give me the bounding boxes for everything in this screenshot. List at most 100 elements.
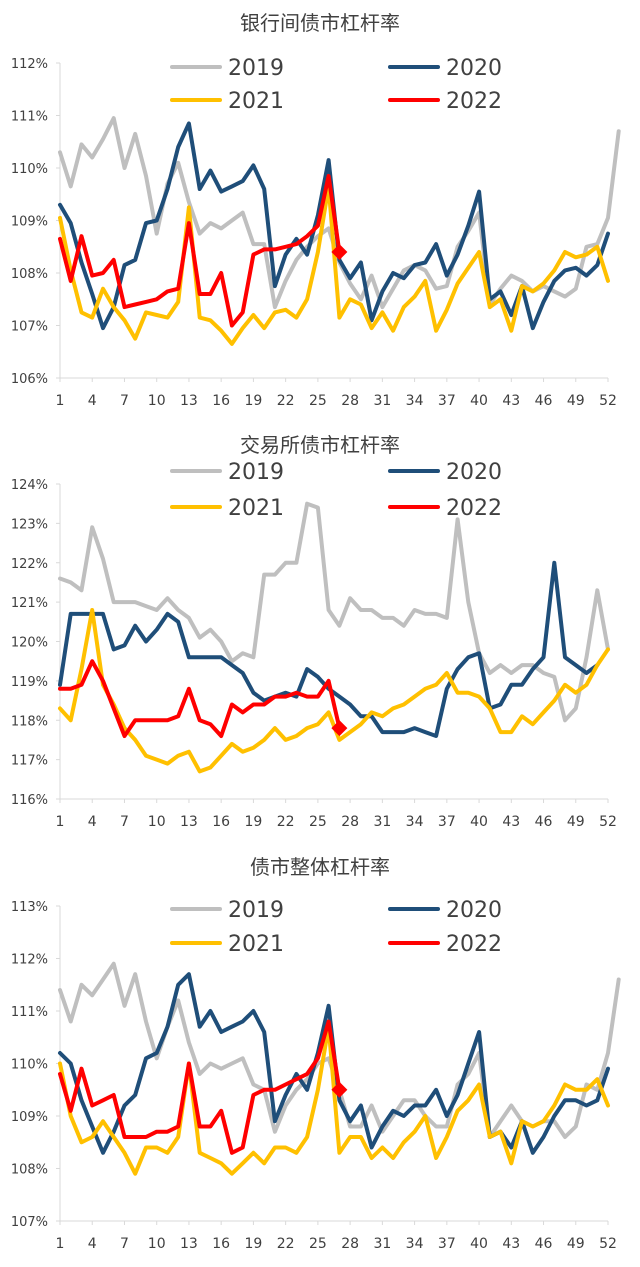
x-tick-label: 19 — [244, 1236, 262, 1252]
series-line-2020 — [58, 560, 600, 738]
legend-label-2021: 2021 — [228, 496, 284, 521]
x-tick-label: 7 — [120, 1236, 129, 1252]
y-tick-label: 109% — [11, 215, 48, 230]
x-tick-label: 13 — [180, 814, 198, 830]
legend-label-2021: 2021 — [228, 932, 284, 957]
x-tick-label: 40 — [470, 393, 488, 409]
x-tick-label: 16 — [212, 1236, 230, 1252]
y-tick-label: 108% — [11, 267, 48, 282]
y-tick-label: 120% — [11, 636, 48, 651]
y-tick-label: 110% — [11, 1058, 48, 1073]
x-tick-label: 22 — [277, 393, 295, 409]
latest-point-marker — [331, 720, 348, 737]
y-tick-label: 110% — [11, 162, 48, 177]
x-tick-label: 1 — [56, 1236, 65, 1252]
x-tick-label: 52 — [599, 1236, 617, 1252]
series-line-2019 — [58, 116, 621, 310]
chart-panel-2: 交易所债市杠杆率 116% 117% 118% 119% 120% 121% 122% 123%… — [11, 433, 617, 830]
chart-panel-3: 债市整体杠杆率 107% 108% 109% 110% 111% 112% 113% 1 4 7 10… — [11, 855, 621, 1252]
x-tick-label: 13 — [180, 1236, 198, 1252]
x-tick-label: 49 — [567, 814, 585, 830]
x-tick-label: 43 — [502, 814, 520, 830]
x-tick-label: 25 — [309, 393, 327, 409]
legend-label-2020: 2020 — [446, 460, 502, 485]
x-tick-label: 37 — [438, 1236, 456, 1252]
x-tick-label: 16 — [212, 393, 230, 409]
x-tick-label: 31 — [373, 814, 391, 830]
legend-label-2020: 2020 — [446, 898, 502, 923]
legend-label-2022: 2022 — [446, 496, 502, 521]
y-tick-label: 117% — [11, 754, 48, 769]
x-tick-label: 49 — [567, 393, 585, 409]
y-tick-label: 111% — [11, 110, 48, 125]
y-tick-label: 107% — [11, 320, 48, 335]
x-tick-label: 40 — [470, 1236, 488, 1252]
series-line-2019 — [58, 501, 610, 723]
y-tick-label: 113% — [11, 900, 48, 915]
x-tick-label: 10 — [148, 814, 166, 830]
x-tick-label: 25 — [309, 814, 327, 830]
x-tick-label: 16 — [212, 814, 230, 830]
series-line-2022 — [58, 173, 342, 328]
latest-point-marker — [331, 244, 348, 260]
x-tick-label: 31 — [373, 393, 391, 409]
x-tick-label: 13 — [180, 393, 198, 409]
y-tick-label: 123% — [11, 517, 48, 532]
chart-panel-1: 银行间债市杠杆率 106% 107% 108% 109% 110% 111% 112% 1 4 7 1… — [11, 11, 621, 409]
x-tick-label: 34 — [406, 393, 424, 409]
x-tick-label: 46 — [535, 1236, 553, 1252]
legend-label-2022: 2022 — [446, 89, 502, 114]
chart-title: 银行间债市杠杆率 — [240, 11, 400, 35]
series-line-2022 — [58, 1019, 342, 1155]
legend-label-2022: 2022 — [446, 932, 502, 957]
y-tick-label: 118% — [11, 714, 48, 729]
x-tick-label: 46 — [535, 393, 553, 409]
y-tick-label: 108% — [11, 1163, 48, 1178]
x-tick-label: 43 — [502, 1236, 520, 1252]
series-line-2019 — [58, 961, 621, 1139]
chart-title: 债市整体杠杆率 — [250, 855, 390, 879]
x-tick-label: 19 — [244, 393, 262, 409]
x-tick-label: 28 — [341, 393, 359, 409]
x-tick-label: 4 — [88, 1236, 97, 1252]
y-tick-label: 122% — [11, 557, 48, 572]
y-tick-label: 106% — [11, 372, 48, 387]
x-tick-label: 7 — [120, 393, 129, 409]
x-tick-label: 34 — [406, 1236, 424, 1252]
x-tick-label: 22 — [277, 1236, 295, 1252]
x-tick-label: 43 — [502, 393, 520, 409]
latest-point-marker — [331, 1081, 348, 1098]
chart-title: 交易所债市杠杆率 — [240, 433, 400, 457]
x-tick-label: 37 — [438, 393, 456, 409]
legend-label-2021: 2021 — [228, 89, 284, 114]
x-tick-label: 52 — [599, 814, 617, 830]
x-tick-label: 10 — [148, 1236, 166, 1252]
x-tick-label: 25 — [309, 1236, 327, 1252]
x-tick-label: 40 — [470, 814, 488, 830]
x-tick-label: 4 — [88, 393, 97, 409]
x-tick-label: 46 — [535, 814, 553, 830]
x-tick-label: 10 — [148, 393, 166, 409]
x-tick-label: 28 — [341, 1236, 359, 1252]
x-tick-label: 1 — [56, 393, 65, 409]
x-tick-label: 4 — [88, 814, 97, 830]
x-tick-label: 19 — [244, 814, 262, 830]
x-tick-label: 22 — [277, 814, 295, 830]
y-tick-label: 112% — [11, 953, 48, 968]
series-line-2022 — [58, 659, 342, 738]
y-tick-label: 112% — [11, 57, 48, 72]
legend-label-2020: 2020 — [446, 56, 502, 81]
legend-label-2019: 2019 — [228, 898, 284, 923]
x-tick-label: 37 — [438, 814, 456, 830]
x-tick-label: 1 — [56, 814, 65, 830]
y-tick-label: 119% — [11, 675, 48, 690]
x-tick-label: 49 — [567, 1236, 585, 1252]
y-tick-label: 111% — [11, 1005, 48, 1020]
y-tick-label: 124% — [11, 478, 48, 493]
x-tick-label: 52 — [599, 393, 617, 409]
y-tick-label: 107% — [11, 1215, 48, 1230]
x-tick-label: 7 — [120, 814, 129, 830]
legend-label-2019: 2019 — [228, 460, 284, 485]
